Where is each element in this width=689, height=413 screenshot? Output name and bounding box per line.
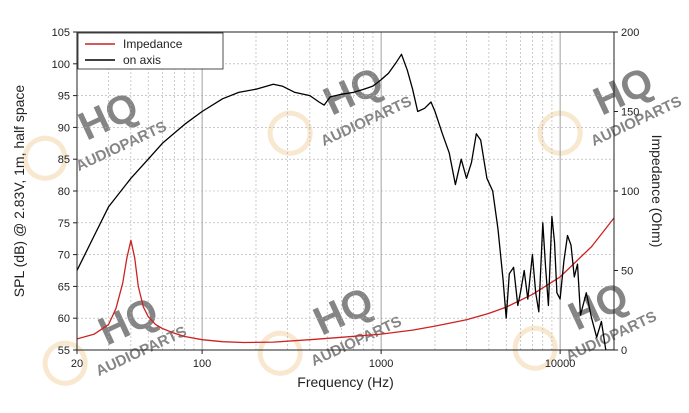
y-right-tick-label: 50	[621, 266, 633, 278]
y-right-tick-label: 200	[621, 27, 639, 39]
x-tick-label: 10000	[545, 358, 576, 370]
grid	[77, 32, 614, 350]
x-tick-label: 20	[71, 358, 83, 370]
legend-label-on-axis: on axis	[123, 53, 161, 67]
x-axis-title: Frequency (Hz)	[297, 374, 393, 390]
y-left-tick-label: 95	[58, 91, 70, 103]
watermark-badge	[267, 110, 313, 156]
y-left-tick-label: 100	[52, 59, 70, 71]
y-left-tick-label: 60	[58, 313, 70, 325]
y-right-tick-label: 0	[621, 345, 627, 357]
y-right-axis-title: Impedance (Ohm)	[649, 135, 665, 248]
series-line-impedance	[77, 217, 614, 344]
watermark-badge	[537, 110, 583, 156]
y-right-tick-label: 100	[621, 186, 639, 198]
y-left-tick-label: 80	[58, 186, 70, 198]
x-tick-label: 100	[193, 358, 211, 370]
y-right-tick-label: 150	[621, 107, 639, 119]
y-left-tick-label: 70	[58, 250, 70, 262]
y-left-axis-title: SPL (dB) @ 2.83V, 1m, half space	[11, 85, 27, 298]
x-tick-label: 1000	[369, 358, 393, 370]
y-left-tick-label: 75	[58, 218, 70, 230]
y-left-tick-label: 85	[58, 154, 70, 166]
watermark-badge	[42, 340, 88, 386]
curves	[77, 53, 614, 350]
legend-box	[77, 32, 224, 70]
y-left-tick-label: 90	[58, 122, 70, 134]
tick-labels: 55 60 65 70 75 80 85 90 95 100 105 0 50 100 150 200 20 10…	[52, 27, 640, 370]
watermark-badge	[22, 135, 68, 181]
y-left-tick-label: 65	[58, 281, 70, 293]
legend: Impedance on axis	[77, 32, 224, 70]
watermark-badge	[257, 330, 303, 376]
watermark-badge	[512, 325, 558, 371]
series-line-on-axis	[77, 53, 614, 350]
y-left-tick-label: 55	[58, 345, 70, 357]
y-left-tick-label: 105	[52, 27, 70, 39]
legend-label-impedance: Impedance	[123, 37, 183, 51]
